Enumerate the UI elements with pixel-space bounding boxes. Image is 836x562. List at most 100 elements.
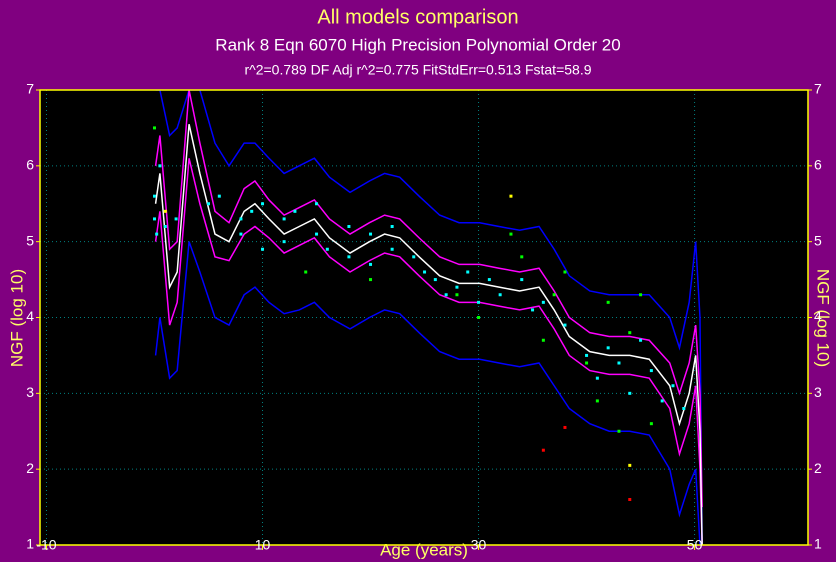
data-point [390, 225, 394, 228]
data-point [304, 270, 308, 274]
y-tick-label: 3 [26, 384, 34, 400]
data-point [152, 194, 156, 198]
data-point [617, 429, 621, 433]
data-point [217, 194, 221, 198]
data-point [531, 308, 535, 312]
data-point [412, 255, 416, 259]
data-point [369, 278, 373, 282]
data-point [433, 278, 437, 282]
y-axis-label-right: NGF (log 10) [814, 269, 833, 367]
data-point [477, 300, 481, 304]
data-point [541, 448, 545, 452]
fit-stats: r^2=0.789 DF Adj r^2=0.775 FitStdErr=0.5… [244, 62, 591, 78]
data-point [563, 323, 567, 327]
data-point [595, 376, 599, 380]
y-tick-label: 5 [26, 232, 34, 248]
data-point [239, 217, 243, 221]
data-point [250, 209, 254, 213]
data-point [282, 240, 286, 244]
data-point [325, 247, 329, 251]
data-point [390, 247, 394, 251]
data-point [649, 422, 653, 426]
data-point [155, 232, 159, 236]
data-point [477, 316, 481, 319]
data-point [585, 353, 589, 357]
data-point [152, 217, 156, 221]
chart-title: All models comparison [317, 6, 518, 28]
data-point [509, 232, 513, 236]
data-point [261, 247, 265, 251]
data-point [617, 361, 621, 365]
x-axis-label: Age (years) [380, 540, 468, 559]
data-point [347, 225, 351, 228]
data-point [552, 293, 556, 297]
data-point [606, 346, 610, 350]
data-point [369, 232, 373, 236]
data-point [660, 399, 664, 403]
y-tick-label-right: 6 [814, 157, 822, 173]
data-point [595, 399, 599, 403]
fit-line [154, 158, 703, 545]
x-tick-label: -10 [36, 537, 56, 553]
fit-line [154, 241, 703, 545]
data-point [639, 293, 643, 297]
y-tick-label-right: 3 [814, 384, 822, 400]
y-tick-label-right: 4 [814, 308, 822, 324]
data-point [455, 293, 459, 297]
data-point [423, 270, 427, 274]
y-tick-label: 1 [26, 536, 34, 552]
y-tick-label: 4 [26, 308, 34, 324]
y-tick-label: 2 [26, 460, 34, 476]
x-tick-label: 10 [255, 537, 271, 553]
data-point [487, 278, 491, 282]
data-point [163, 225, 167, 228]
x-tick-label: 30 [471, 537, 487, 553]
data-point [509, 194, 513, 198]
data-point [520, 278, 524, 282]
data-point [649, 369, 653, 373]
data-point [315, 202, 319, 206]
y-tick-label-right: 7 [814, 81, 822, 97]
data-point [455, 285, 459, 289]
data-point [158, 164, 162, 168]
y-axis-label: NGF (log 10) [7, 269, 26, 367]
data-point [163, 209, 167, 213]
data-point [585, 361, 589, 365]
chart-subtitle: Rank 8 Eqn 6070 High Precision Polynomia… [215, 35, 620, 54]
plot-frame [39, 89, 809, 546]
data-point [520, 255, 524, 259]
data-point [174, 217, 178, 221]
data-point [563, 270, 567, 274]
fit-line [155, 90, 703, 545]
data-point [606, 300, 610, 304]
plot-marks [152, 90, 703, 545]
data-point [466, 270, 470, 274]
data-point [628, 331, 632, 335]
data-point [261, 202, 265, 206]
data-point [293, 209, 297, 213]
data-point [444, 293, 448, 297]
data-point [152, 126, 156, 130]
data-point [207, 202, 211, 206]
data-point [239, 232, 243, 236]
y-tick-label: 6 [26, 157, 34, 173]
data-point [671, 384, 675, 388]
data-point [682, 407, 686, 410]
data-point [498, 293, 502, 297]
fit-line [154, 123, 703, 545]
fit-line [154, 90, 703, 508]
x-tick-label: 50 [687, 537, 703, 553]
y-tick-label-right: 1 [814, 536, 822, 552]
data-point [369, 262, 373, 266]
data-point [282, 217, 286, 221]
data-point [628, 498, 632, 501]
data-point [563, 425, 567, 429]
data-point [541, 300, 545, 304]
y-tick-label-right: 2 [814, 460, 822, 476]
data-point [639, 338, 643, 342]
y-tick-label: 7 [26, 81, 34, 97]
y-tick-label-right: 5 [814, 232, 822, 248]
data-point [628, 391, 632, 395]
